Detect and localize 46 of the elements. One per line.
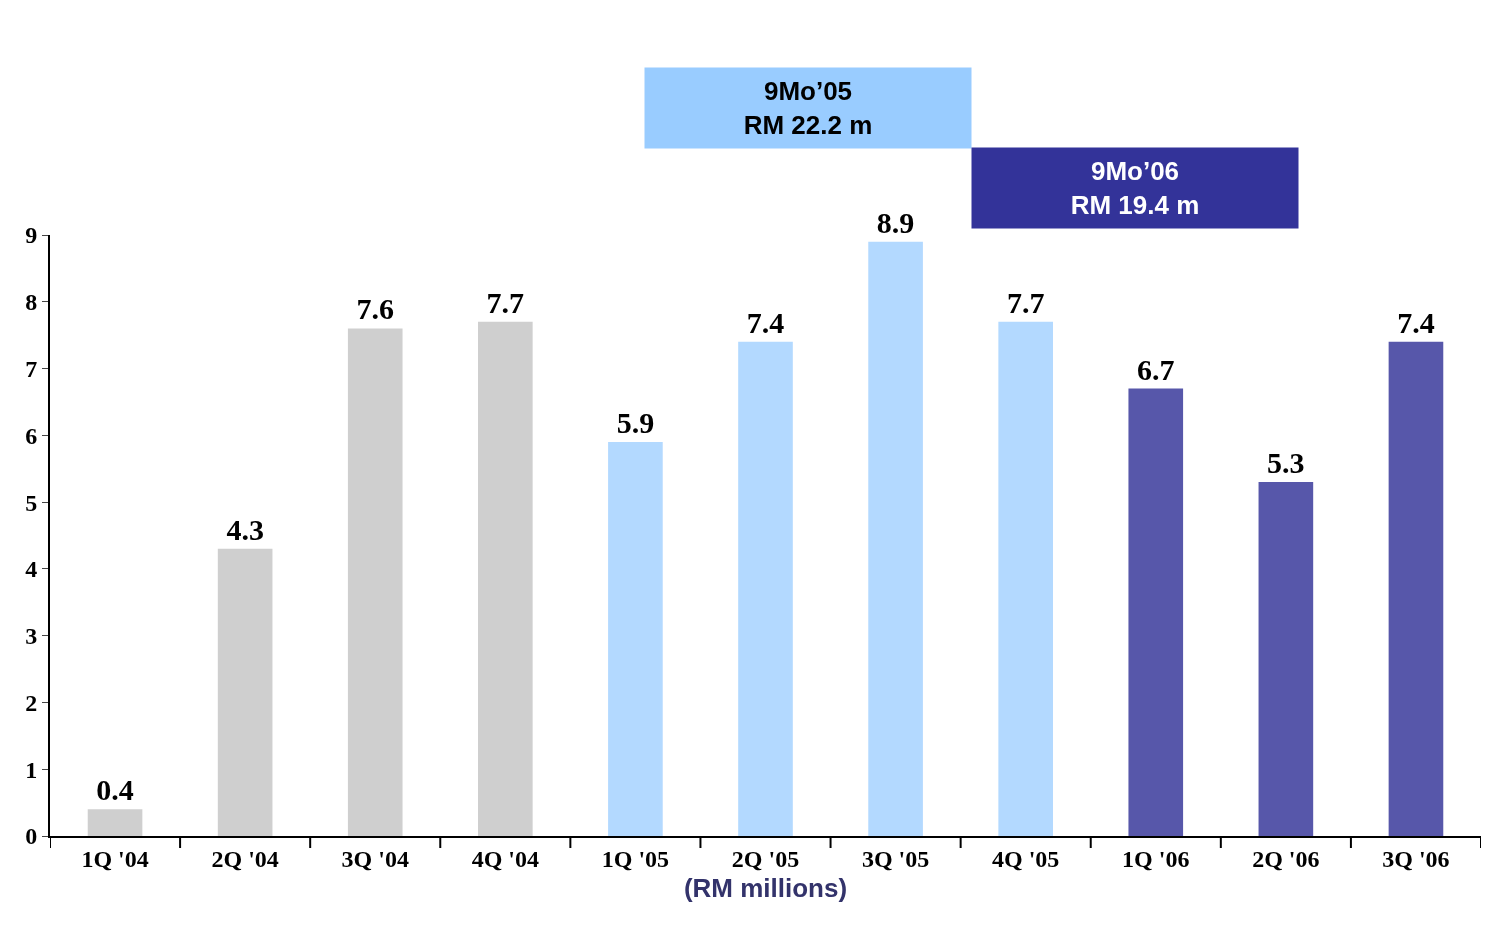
data-label: 7.6	[356, 292, 394, 326]
y-tick-label: 2	[25, 689, 38, 716]
x-tick-label: 3Q '05	[861, 845, 930, 872]
x-tick-label: 4Q '04	[471, 845, 539, 872]
y-tick-label: 0	[25, 823, 38, 850]
data-label: 4.3	[226, 512, 264, 546]
y-tick-label: 9	[25, 222, 38, 249]
text: 9Mo’06 RM 19.4 m	[1070, 156, 1200, 220]
x-tick-label: 3Q '06	[1382, 845, 1450, 872]
bar	[87, 809, 143, 836]
y-tick-label: 4	[25, 556, 38, 583]
x-tick-label: 2Q '05	[731, 845, 800, 872]
data-label: 7.7	[1006, 285, 1045, 319]
y-tick-label: 1	[25, 756, 38, 783]
x-tick-label: 1Q '04	[81, 845, 149, 872]
bar	[347, 328, 403, 836]
x-tick-label: 3Q '04	[341, 845, 409, 872]
y-tick-label: 6	[25, 422, 38, 449]
data-label: 5.3	[1267, 446, 1305, 480]
bar	[1388, 341, 1444, 836]
data-label: 7.4	[746, 305, 785, 339]
bar	[608, 442, 663, 836]
x-tick-label: 1Q '06	[1122, 845, 1190, 872]
bar	[998, 321, 1053, 836]
bar	[1258, 482, 1314, 836]
x-tick-label: 4Q '05	[992, 845, 1060, 872]
data-label: 0.4	[96, 773, 134, 807]
y-tick-label: 8	[25, 289, 38, 316]
x-axis-title: (RM millions)	[683, 873, 848, 903]
bar	[868, 241, 923, 836]
data-label: 7.4	[1397, 305, 1435, 339]
bar	[478, 321, 533, 836]
y-tick-label: 3	[25, 623, 38, 650]
bar	[1128, 388, 1184, 836]
data-label: 5.9	[616, 406, 655, 440]
text: 9Mo’05 RM 22.2 m	[743, 76, 873, 140]
x-tick-label: 1Q '05	[601, 845, 670, 872]
x-tick-label: 2Q '06	[1252, 845, 1320, 872]
bar	[738, 341, 793, 836]
y-tick-label: 7	[25, 355, 38, 382]
data-label: 8.9	[876, 205, 915, 239]
data-label: 7.7	[486, 285, 525, 319]
bar	[217, 548, 273, 836]
data-label: 6.7	[1137, 352, 1175, 386]
x-tick-label: 2Q '04	[211, 845, 279, 872]
y-tick-label: 5	[25, 489, 38, 516]
